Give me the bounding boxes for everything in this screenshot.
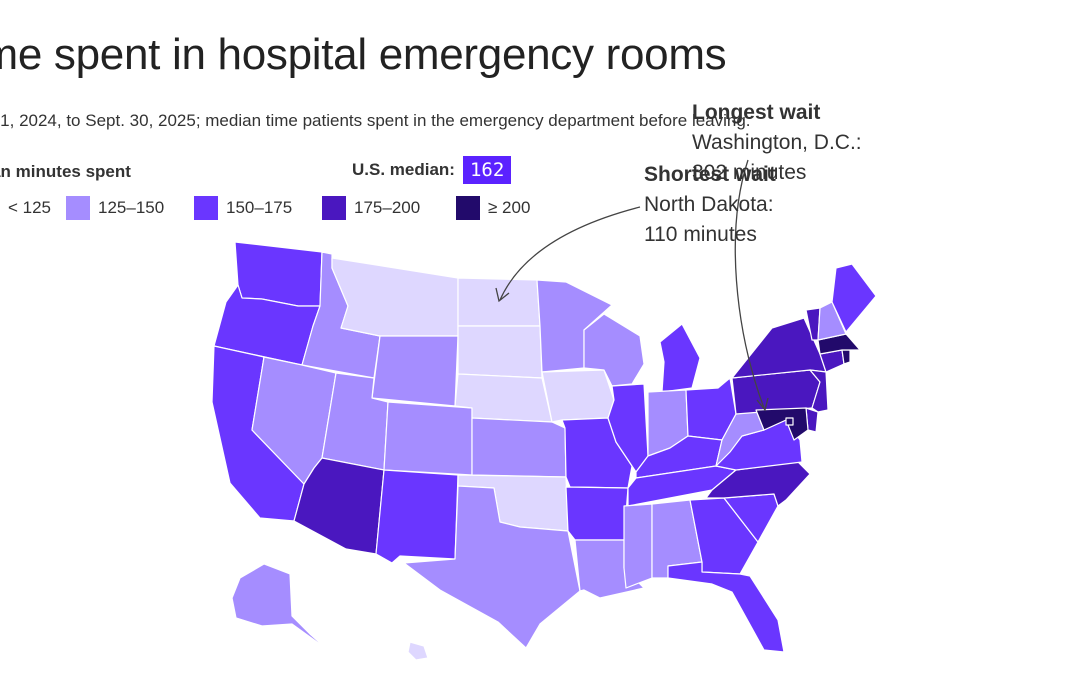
legend-label: ≥ 200: [488, 198, 531, 217]
longest-wait-arrow: [734, 159, 765, 409]
legend-label: 125–150: [98, 198, 165, 217]
shortest-wait-annotation: Shortest wait North Dakota: 110 minutes: [644, 160, 776, 250]
state-ks[interactable]: [471, 417, 567, 478]
us-median: U.S. median: 162: [352, 156, 512, 184]
legend-swatch: [66, 196, 90, 220]
state-mi[interactable]: [659, 323, 701, 393]
state-sd[interactable]: [457, 325, 543, 379]
state-wy[interactable]: [371, 335, 459, 407]
state-wa[interactable]: [234, 241, 323, 307]
state-fl[interactable]: [667, 561, 785, 653]
legend-item-gte200: ≥ 200: [456, 196, 530, 220]
state-mt[interactable]: [331, 257, 459, 337]
state-ia[interactable]: [541, 369, 615, 423]
shortest-wait-arrowhead: [495, 287, 510, 303]
legend-swatch: [456, 196, 480, 220]
legend-swatch: [194, 196, 218, 220]
state-wi[interactable]: [583, 313, 645, 387]
state-nh[interactable]: [817, 301, 847, 341]
shortest-wait-heading: Shortest wait: [644, 163, 776, 186]
legend-label: < 125: [8, 198, 52, 217]
us-median-label: U.S. median:: [352, 160, 455, 179]
legend-title: dian minutes spent: [0, 162, 131, 181]
chart-title: ime spent in hospital emergency rooms: [0, 30, 727, 79]
state-tx[interactable]: [403, 485, 581, 649]
legend-item-lt125: < 125: [0, 196, 51, 220]
legend-item-175-200: 175–200: [322, 196, 420, 220]
shortest-wait-value: 110 minutes: [644, 223, 757, 246]
longest-wait-arrowhead: [756, 397, 769, 412]
shortest-wait-place: North Dakota:: [644, 193, 774, 216]
longest-wait-place: Washington, D.C.:: [692, 131, 862, 154]
state-ri[interactable]: [841, 349, 851, 365]
state-ms[interactable]: [623, 503, 653, 589]
state-co[interactable]: [383, 401, 473, 476]
state-dc[interactable]: [785, 417, 794, 426]
state-il[interactable]: [607, 383, 649, 473]
legend-label: 175–200: [354, 198, 421, 217]
longest-wait-annotation: Longest wait Washington, D.C.: 302 minut…: [692, 98, 862, 188]
state-hi[interactable]: [407, 641, 429, 661]
state-nd[interactable]: [457, 277, 541, 327]
shortest-wait-arrow: [499, 206, 641, 301]
legend-item-125-150: 125–150: [66, 196, 164, 220]
color-legend: < 125 125–150 150–175 175–200 ≥ 200: [0, 196, 560, 224]
us-median-value: 162: [462, 156, 512, 184]
chart-subtitle: t. 1, 2024, to Sept. 30, 2025; median ti…: [0, 111, 751, 130]
legend-label: 150–175: [226, 198, 293, 217]
state-me[interactable]: [831, 263, 877, 333]
legend-swatch: [322, 196, 346, 220]
legend-item-150-175: 150–175: [194, 196, 292, 220]
longest-wait-value: 302 minutes: [692, 161, 807, 184]
state-ar[interactable]: [565, 486, 629, 541]
state-ak[interactable]: [231, 563, 329, 651]
state-nm[interactable]: [375, 469, 459, 564]
longest-wait-heading: Longest wait: [692, 101, 821, 124]
state-md[interactable]: [755, 407, 809, 441]
